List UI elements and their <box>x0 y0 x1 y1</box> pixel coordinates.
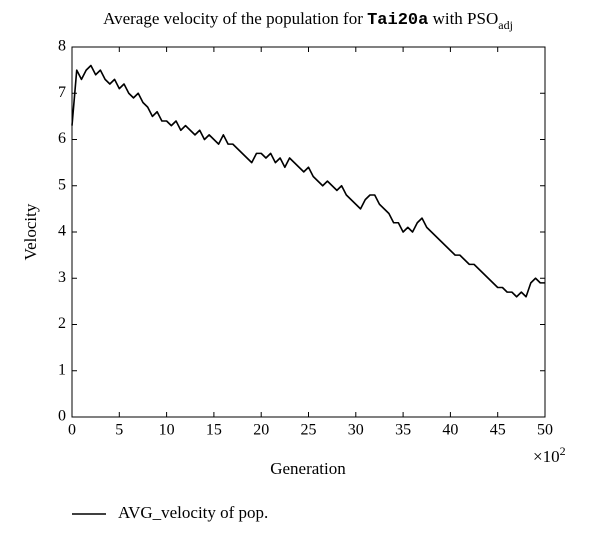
x-tick-label: 10 <box>159 422 175 439</box>
y-tick-label: 8 <box>58 38 66 55</box>
x-tick-label: 25 <box>301 422 317 439</box>
y-tick-label: 6 <box>58 130 66 147</box>
y-axis-label: Velocity <box>21 203 40 260</box>
x-tick-label: 5 <box>115 422 123 439</box>
legend-label: AVG_velocity of pop. <box>118 503 268 522</box>
y-tick-label: 5 <box>58 176 66 193</box>
y-tick-label: 3 <box>58 269 66 286</box>
x-tick-label: 35 <box>395 422 411 439</box>
y-tick-label: 4 <box>58 223 66 240</box>
x-tick-label: 45 <box>490 422 506 439</box>
x-tick-label: 30 <box>348 422 364 439</box>
title-part: with PSO <box>428 9 498 28</box>
chart-title: Average velocity of the population for T… <box>103 9 513 32</box>
x-tick-label: 50 <box>537 422 553 439</box>
x-tick-label: 40 <box>442 422 458 439</box>
title-part: adj <box>498 18 513 32</box>
y-tick-label: 1 <box>58 361 66 378</box>
multiplier-exp: 2 <box>560 444 566 458</box>
title-part: Average velocity of the population for <box>103 9 367 28</box>
x-tick-label: 15 <box>206 422 222 439</box>
x-tick-label: 20 <box>253 422 269 439</box>
x-tick-label: 0 <box>68 422 76 439</box>
x-multiplier: ×102 <box>533 444 566 466</box>
x-axis-label: Generation <box>270 459 346 478</box>
y-tick-label: 2 <box>58 315 66 332</box>
title-part: Tai20a <box>367 11 428 30</box>
y-tick-label: 7 <box>58 84 66 101</box>
y-tick-label: 0 <box>58 408 66 425</box>
multiplier-base: ×10 <box>533 447 560 466</box>
data-line <box>71 64 545 298</box>
